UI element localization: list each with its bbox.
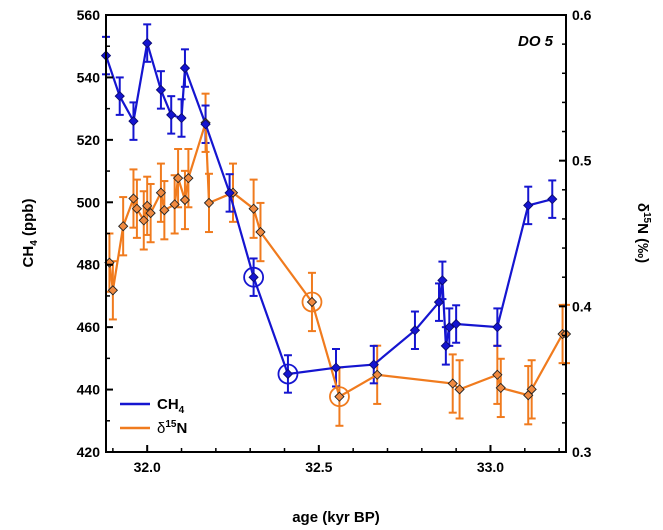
ch4-data-point: [128, 115, 139, 127]
d15n-highlight-circle: [301, 291, 323, 313]
y-right-label-sym: δ: [634, 203, 651, 212]
annotation-label: DO 5: [518, 33, 554, 50]
legend-ch4-sub: 4: [179, 405, 185, 416]
d15n-data-point: [372, 369, 383, 380]
d15n-data-point: [145, 207, 156, 219]
y-axis-right-label: δ15N (‰): [634, 203, 652, 263]
ch4-data-point: [282, 368, 294, 380]
d15n-data-point: [159, 205, 170, 216]
ch4-data-point: [248, 272, 259, 283]
x-axis-label: age (kyr BP): [292, 509, 380, 526]
ch4-data-point: [433, 297, 445, 308]
ch4-data-point: [330, 362, 342, 373]
d15n-data-point: [131, 203, 143, 214]
ch4-data-point: [166, 109, 177, 121]
ch4-data-point: [200, 119, 211, 130]
x-tick-label: 32.5: [305, 459, 332, 475]
legend-d15n-sym: δ: [157, 420, 165, 437]
y-right-tick-label: 0.5: [572, 153, 592, 169]
d15n-data-point: [183, 173, 194, 184]
ch4-highlight-circle: [277, 363, 299, 385]
d15n-data-point: [172, 173, 184, 184]
ch4-data-point: [492, 322, 503, 333]
legend: CH4 δ15N: [120, 396, 187, 437]
ch4-highlight-circle: [243, 266, 265, 288]
d15n-data-point: [179, 194, 191, 206]
y-left-tick-label: 440: [77, 382, 101, 398]
d15n-data-point: [128, 193, 139, 204]
ch4-data-point: [440, 340, 451, 352]
y-left-tick-label: 520: [77, 132, 101, 148]
d15n-data-point: [255, 226, 266, 238]
ch4-series-line: [104, 42, 553, 376]
ch4-data-point: [155, 84, 167, 96]
ch4-data-point: [437, 275, 448, 286]
x-tick-label: 32.0: [134, 459, 161, 475]
legend-d15n-label: δ15N: [157, 419, 187, 437]
legend-ch4-label: CH4: [157, 396, 185, 416]
y-left-tick-label: 420: [77, 444, 101, 460]
y-right-tick-label: 0.4: [572, 298, 592, 314]
y-left-label-sub: 4: [29, 240, 40, 246]
ch4-data-point: [224, 187, 235, 199]
ch4-data-point: [179, 62, 191, 74]
d15n-data-point: [142, 200, 153, 211]
y-right-label-sup: 15: [641, 212, 652, 224]
y-left-tick-label: 500: [77, 194, 101, 210]
y-axis-left-label: CH4 (ppb): [20, 199, 40, 268]
ch4-data-point: [409, 325, 421, 336]
ch4-data-point: [176, 112, 187, 124]
d15n-data-point: [203, 197, 215, 209]
ch4-data-point: [451, 318, 462, 330]
ch4-data-point: [142, 37, 153, 49]
y-right-tick-label: 0.3: [572, 444, 592, 460]
ch4-data-point: [523, 200, 534, 211]
d15n-data-point: [454, 384, 465, 395]
tick-layer: 32.0 32.5 33.0 420 440 460 480 500 520 540 560 0.3 0…: [77, 7, 592, 475]
d15n-data-point: [107, 285, 119, 296]
d15n-data-point: [492, 369, 503, 380]
ch4-data-point: [444, 322, 455, 333]
d15n-data-point: [155, 187, 167, 198]
y-left-tick-label: 480: [77, 257, 101, 273]
y-left-tick-label: 540: [77, 69, 101, 85]
y-left-tick-label: 460: [77, 319, 101, 335]
legend-d15n-sup: 15: [165, 419, 177, 430]
ch4-data-point: [368, 359, 379, 370]
y-right-tick-label: 0.6: [572, 7, 592, 23]
highlight-circle-layer: [243, 266, 350, 408]
y-left-label-rest: (ppb): [20, 199, 37, 241]
x-tick-label: 33.0: [477, 459, 504, 475]
d15n-data-point: [248, 203, 259, 214]
d15n-data-point: [306, 296, 318, 308]
ch4-data-point: [547, 194, 558, 205]
ch4-data-point: [114, 91, 125, 102]
d15n-data-point: [447, 378, 458, 389]
d15n-data-point: [495, 382, 506, 394]
legend-ch4-main: CH: [157, 396, 179, 413]
d15n-data-point: [526, 384, 537, 395]
legend-d15n-rest: N: [176, 420, 187, 437]
y-left-tick-label: 560: [77, 7, 101, 23]
d15n-data-point: [118, 221, 129, 232]
d15n-highlight-circle: [329, 386, 350, 408]
y-left-label-main: CH: [20, 246, 37, 268]
y-right-label-rest: N (‰): [634, 223, 651, 263]
d15n-data-point: [334, 391, 345, 402]
d15n-data-point: [169, 199, 180, 210]
d15n-data-point: [138, 215, 149, 226]
